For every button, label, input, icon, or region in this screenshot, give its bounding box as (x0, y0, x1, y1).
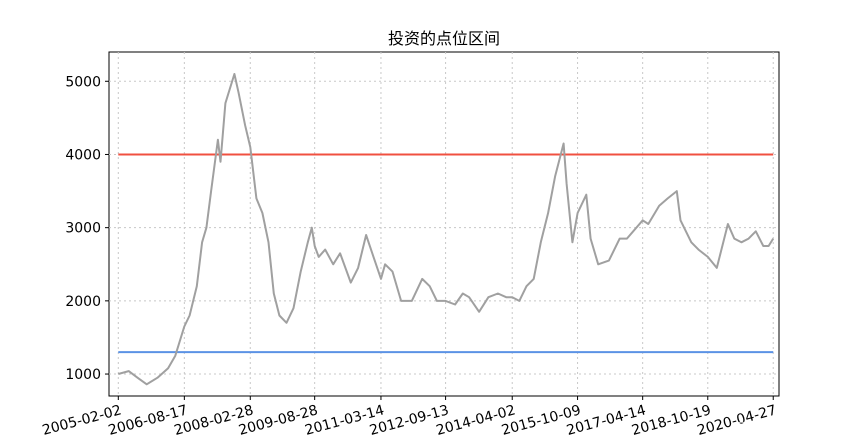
plot-area-frame (108, 51, 780, 397)
series-group (118, 73, 775, 386)
grid (109, 52, 779, 396)
y-tick-label: 1000 (65, 367, 101, 383)
y-tick-label: 4000 (65, 147, 101, 163)
x-axis: 2005-02-022006-08-172008-02-282009-08-28… (41, 396, 778, 439)
watermark: CSDN @小将前行 (736, 419, 850, 436)
y-tick-label: 2000 (65, 294, 101, 310)
reference-lines (118, 153, 774, 354)
y-axis: 1000 2000 3000 4000 5000 (65, 74, 109, 383)
chart-title: 投资的点位区间 (388, 29, 500, 48)
y-tick-label: 5000 (65, 74, 101, 90)
y-tick-label: 3000 (65, 221, 101, 237)
series-line (118, 73, 775, 386)
